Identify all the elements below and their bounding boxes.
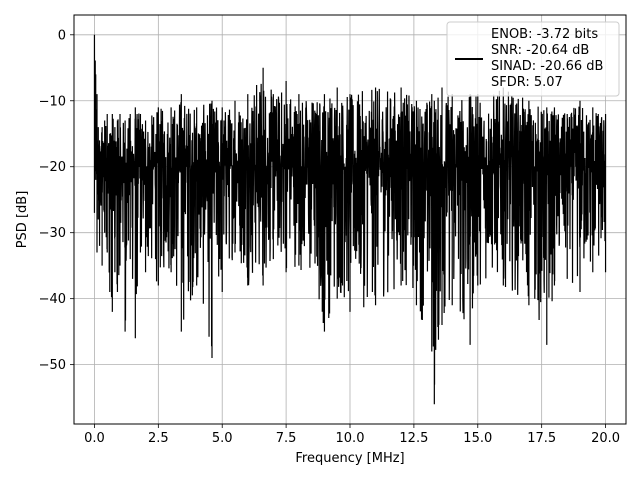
ticks: 0.0 2.5 5.0 7.5 10.0 12.5 15.0 17.5 20.0 0 −10 −20 −… [39,28,620,446]
legend-entry-enob: ENOB: -3.72 bits [491,27,598,42]
y-tick-label: −10 [39,94,66,109]
y-tick-label: −40 [39,292,66,307]
y-tick-label: −30 [39,226,66,241]
x-tick-label: 2.5 [148,431,169,446]
legend-entry-sinad: SINAD: -20.66 dB [491,59,603,74]
y-tick-label: 0 [58,28,66,43]
psd-series [93,34,607,405]
x-axis-label: Frequency [MHz] [295,451,404,466]
legend-entry-sfdr: SFDR: 5.07 [491,75,563,90]
psd-series-line-0 [93,34,607,405]
y-tick-label: −20 [39,160,66,175]
x-tick-label: 7.5 [276,431,297,446]
x-tick-label: 0.0 [84,431,105,446]
x-tick-label: 10.0 [336,431,365,446]
legend-entry-snr: SNR: -20.64 dB [491,43,589,58]
x-tick-label: 15.0 [463,431,492,446]
x-tick-label: 17.5 [527,431,556,446]
x-tick-label: 12.5 [399,431,428,446]
x-tick-label: 20.0 [591,431,620,446]
y-axis-label: PSD [dB] [15,191,30,249]
legend-box [446,21,620,97]
x-tick-label: 5.0 [212,431,233,446]
legend: ENOB: -3.72 bits SNR: -20.64 dB SINAD: -… [446,21,620,97]
y-tick-label: −50 [39,358,66,373]
